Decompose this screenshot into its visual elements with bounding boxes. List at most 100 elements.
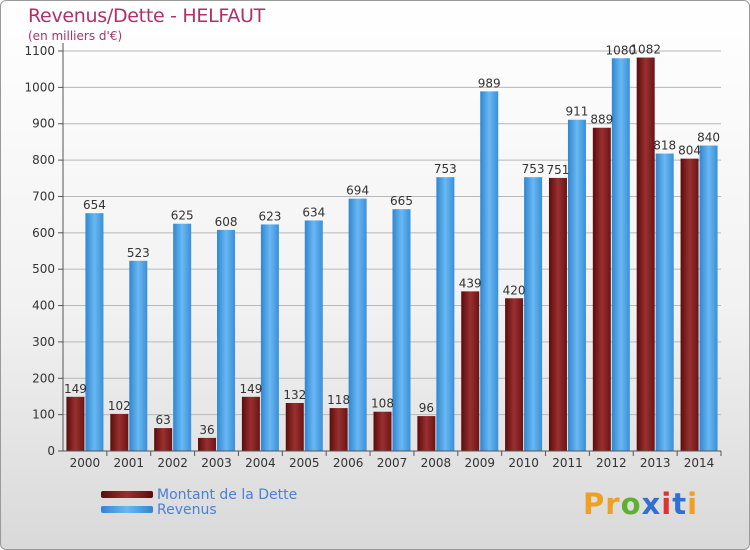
chart-subtitle: (en milliers d'€) — [28, 29, 123, 43]
bar-revenus — [348, 198, 367, 451]
x-tick-label: 2007 — [377, 456, 408, 470]
x-tick-label: 2012 — [596, 456, 627, 470]
logo-letter: P — [583, 487, 606, 521]
y-tick-label: 0 — [47, 444, 55, 458]
x-tick-label: 2005 — [289, 456, 320, 470]
data-label-revenus: 634 — [302, 205, 325, 219]
x-tick-label: 2008 — [421, 456, 452, 470]
data-label-revenus: 911 — [566, 105, 589, 119]
chart-title: Revenus/Dette - HELFAUT — [28, 5, 265, 27]
x-tick-label: 2010 — [508, 456, 539, 470]
data-label-dette: 36 — [199, 423, 214, 437]
x-tick-label: 2014 — [684, 456, 715, 470]
legend-item-debt: Montant de la Dette — [101, 486, 298, 503]
bar-dette — [329, 408, 348, 451]
data-label-revenus: 654 — [83, 198, 106, 212]
x-tick-label: 2002 — [157, 456, 188, 470]
x-tick-label: 2013 — [640, 456, 671, 470]
data-label-revenus: 818 — [653, 139, 676, 153]
y-tick-label: 900 — [32, 117, 55, 131]
legend-item-revenus: Revenus — [101, 501, 297, 518]
bar-revenus — [304, 220, 323, 451]
bar-dette — [592, 127, 611, 452]
x-tick-label: 2009 — [464, 456, 495, 470]
data-label-revenus: 753 — [434, 162, 457, 176]
bar-dette — [548, 177, 567, 451]
data-label-revenus: 523 — [127, 246, 150, 260]
data-label-revenus: 623 — [258, 209, 281, 223]
y-tick-label: 100 — [32, 408, 55, 422]
y-tick-label: 300 — [32, 335, 55, 349]
logo-letter: i — [687, 487, 699, 521]
data-label-dette: 96 — [419, 401, 434, 415]
bar-dette — [680, 158, 699, 452]
data-label-revenus: 753 — [522, 162, 545, 176]
data-label-revenus: 625 — [171, 209, 194, 223]
x-tick-label: 2001 — [114, 456, 145, 470]
bar-revenus — [611, 58, 630, 451]
y-tick-label: 800 — [32, 153, 55, 167]
legend-label-debt: Montant de la Dette — [157, 486, 298, 503]
bar-dette — [198, 437, 217, 451]
y-tick-label: 600 — [32, 226, 55, 240]
legend-swatch-debt — [101, 491, 153, 498]
bar-revenus — [392, 209, 411, 451]
data-label-dette: 63 — [156, 413, 171, 427]
data-label-dette: 149 — [64, 382, 87, 396]
y-tick-label: 1000 — [24, 80, 55, 94]
bar-dette — [505, 298, 524, 451]
bar-dette — [461, 291, 480, 451]
x-tick-label: 2006 — [333, 456, 364, 470]
logo-letter: x — [641, 487, 662, 521]
bar-revenus — [567, 119, 586, 452]
data-label-revenus: 1080 — [606, 43, 637, 57]
data-label-dette: 420 — [503, 283, 526, 297]
data-label-dette: 118 — [327, 393, 350, 407]
y-tick-label: 1100 — [24, 44, 55, 58]
bar-dette — [285, 403, 304, 451]
data-label-revenus: 694 — [346, 184, 369, 198]
bar-revenus — [173, 223, 192, 451]
logo-letter: i — [661, 487, 673, 521]
logo-letter: r — [605, 487, 621, 521]
bar-revenus — [260, 224, 279, 451]
bar-dette — [110, 413, 129, 451]
data-label-revenus: 989 — [478, 76, 501, 90]
legend-label-revenus: Revenus — [157, 501, 217, 518]
bar-revenus — [655, 153, 674, 451]
data-label-dette: 132 — [283, 388, 306, 402]
data-label-dette: 889 — [590, 113, 613, 127]
data-label-dette: 804 — [678, 144, 701, 158]
bar-dette — [373, 411, 392, 451]
y-tick-label: 700 — [32, 189, 55, 203]
bar-dette — [241, 396, 260, 451]
legend-swatch-revenus — [101, 506, 153, 513]
data-label-revenus: 840 — [697, 131, 720, 145]
data-label-dette: 1082 — [630, 43, 661, 57]
x-tick-label: 2000 — [70, 456, 101, 470]
data-label-revenus: 608 — [215, 215, 238, 229]
data-label-revenus: 665 — [390, 194, 413, 208]
y-tick-label: 200 — [32, 371, 55, 385]
bar-revenus — [480, 91, 499, 451]
x-tick-label: 2011 — [552, 456, 583, 470]
bar-revenus — [524, 177, 543, 451]
bar-revenus — [699, 145, 718, 451]
data-label-dette: 102 — [108, 399, 131, 413]
proxiti-logo: Proxiti — [583, 487, 698, 521]
logo-letter: o — [620, 487, 642, 521]
data-label-dette: 751 — [547, 163, 570, 177]
bar-revenus — [129, 260, 148, 451]
data-label-dette: 439 — [459, 276, 482, 290]
x-tick-label: 2004 — [245, 456, 276, 470]
logo-letter: t — [672, 487, 688, 521]
chart-legend: Montant de la Dette Revenus — [101, 486, 298, 518]
x-tick-label: 2003 — [201, 456, 232, 470]
data-label-dette: 108 — [371, 397, 394, 411]
y-tick-label: 500 — [32, 262, 55, 276]
bar-dette — [636, 57, 655, 451]
y-tick-label: 400 — [32, 299, 55, 313]
bar-revenus — [217, 229, 236, 451]
